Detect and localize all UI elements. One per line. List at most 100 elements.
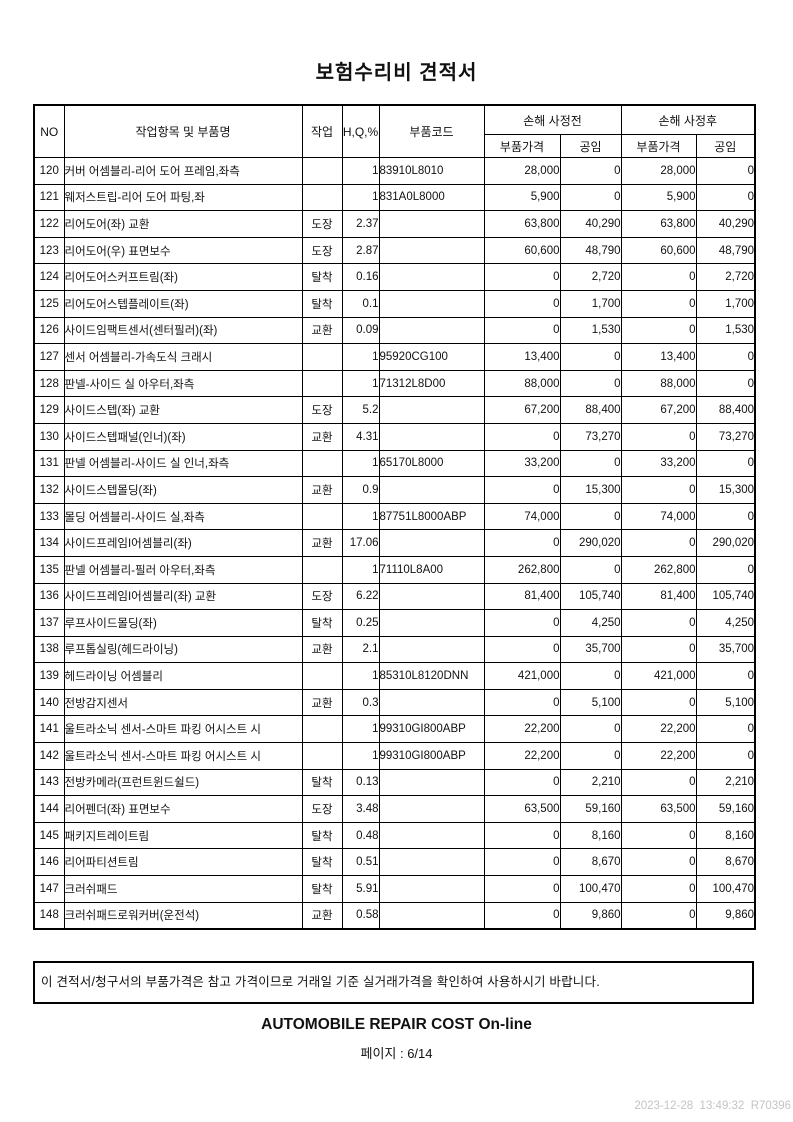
part-price-after-cell: 0 — [620, 289, 697, 318]
labor-after-cell: 100,470 — [695, 875, 756, 903]
col-header-work: 작업 — [301, 104, 343, 158]
col-header-part-code: 부품코드 — [378, 104, 485, 158]
code-cell — [378, 875, 485, 903]
table-row: 129 사이드스텝(좌) 교환 도장 5.2 67,200 88,400 67,200 88,… — [33, 396, 756, 424]
labor-after-cell: 0 — [695, 157, 756, 185]
no-cell: 123 — [33, 236, 65, 265]
labor-after-cell: 35,700 — [695, 635, 756, 664]
item-cell: 리어도어스커프트림(좌) — [63, 263, 303, 291]
labor-after-cell: 40,290 — [695, 210, 756, 238]
code-cell: 87751L8000ABP — [378, 502, 485, 531]
labor-after-cell: 8,670 — [695, 848, 756, 877]
labor-before-cell: 5,100 — [559, 688, 622, 717]
work-cell: 도장 — [301, 582, 343, 611]
hq-cell: 0.58 — [341, 901, 380, 930]
table-row: 128 판넬-사이드 실 아우터,좌측 1 71312L8D00 88,000 0 88,0… — [33, 369, 756, 398]
part-price-before-cell: 63,800 — [483, 210, 561, 238]
hq-cell: 4.31 — [341, 422, 380, 451]
part-price-before-cell: 0 — [483, 289, 561, 318]
col-header-before-assessment: 손해 사정전 — [483, 104, 622, 135]
table-row: 137 루프사이드몰딩(좌) 탈착 0.25 0 4,250 0 4,250 — [33, 609, 756, 637]
code-cell — [378, 263, 485, 291]
work-cell: 도장 — [301, 236, 343, 265]
item-cell: 사이드프레임I어셈블리(좌) — [63, 529, 303, 557]
no-cell: 137 — [33, 609, 65, 637]
work-cell — [301, 343, 343, 371]
work-cell: 교환 — [301, 635, 343, 664]
item-cell: 전방감지센서 — [63, 688, 303, 717]
part-price-after-cell: 0 — [620, 901, 697, 930]
no-cell: 143 — [33, 768, 65, 797]
no-cell: 122 — [33, 210, 65, 238]
table-row: 130 사이드스텝패널(인너)(좌) 교환 4.31 0 73,270 0 73,270 — [33, 422, 756, 451]
code-cell — [378, 236, 485, 265]
code-cell: 95920CG100 — [378, 343, 485, 371]
item-cell: 판넬 어셈블리-필러 아우터,좌측 — [63, 555, 303, 584]
no-cell: 121 — [33, 183, 65, 212]
no-cell: 141 — [33, 715, 65, 744]
code-cell — [378, 901, 485, 930]
labor-before-cell: 40,290 — [559, 210, 622, 238]
work-cell: 교환 — [301, 529, 343, 557]
labor-before-cell: 2,720 — [559, 263, 622, 291]
labor-after-cell: 48,790 — [695, 236, 756, 265]
part-price-before-cell: 0 — [483, 422, 561, 451]
part-price-after-cell: 74,000 — [620, 502, 697, 531]
table-row: 138 루프톱실링(헤드라이닝) 교환 2.1 0 35,700 0 35,700 — [33, 635, 756, 664]
labor-before-cell: 100,470 — [559, 875, 622, 903]
labor-before-cell: 15,300 — [559, 476, 622, 504]
table-row: 131 판넬 어셈블리-사이드 실 인너,좌측 1 65170L8000 33,200 0… — [33, 449, 756, 478]
code-cell — [378, 635, 485, 664]
table-row: 124 리어도어스커프트림(좌) 탈착 0.16 0 2,720 0 2,720 — [33, 263, 756, 291]
table-row: 136 사이드프레임I어셈블리(좌) 교환 도장 6.22 81,400 105,740 8… — [33, 582, 756, 611]
part-price-after-cell: 33,200 — [620, 449, 697, 478]
work-cell: 교환 — [301, 422, 343, 451]
work-cell: 교환 — [301, 476, 343, 504]
code-cell: 71110L8A00 — [378, 555, 485, 584]
table-row: 145 패키지트레이트림 탈착 0.48 0 8,160 0 8,160 — [33, 821, 756, 850]
no-cell: 146 — [33, 848, 65, 877]
part-price-after-cell: 421,000 — [620, 662, 697, 690]
code-cell — [378, 210, 485, 238]
page-number-label: 페이지 : 6/14 — [360, 1046, 433, 1061]
labor-before-cell: 0 — [559, 157, 622, 185]
part-price-before-cell: 28,000 — [483, 157, 561, 185]
part-price-before-cell: 74,000 — [483, 502, 561, 531]
hq-cell: 2.37 — [341, 210, 380, 238]
table-row: 146 리어파티션트림 탈착 0.51 0 8,670 0 8,670 — [33, 848, 756, 877]
code-cell: 831A0L8000 — [378, 183, 485, 212]
part-price-before-cell: 0 — [483, 848, 561, 877]
item-cell: 판넬-사이드 실 아우터,좌측 — [63, 369, 303, 398]
part-price-after-cell: 0 — [620, 635, 697, 664]
hq-cell: 1 — [341, 715, 380, 744]
labor-before-cell: 8,670 — [559, 848, 622, 877]
item-cell: 리어펜더(좌) 표면보수 — [63, 795, 303, 823]
code-cell — [378, 582, 485, 611]
work-cell — [301, 183, 343, 212]
no-cell: 131 — [33, 449, 65, 478]
part-price-before-cell: 0 — [483, 901, 561, 930]
part-price-before-cell: 0 — [483, 263, 561, 291]
code-cell: 71312L8D00 — [378, 369, 485, 398]
item-cell: 사이드스텝패널(인너)(좌) — [63, 422, 303, 451]
no-cell: 135 — [33, 555, 65, 584]
col-header-part-price-after: 부품가격 — [620, 134, 697, 158]
no-cell: 148 — [33, 901, 65, 930]
hq-cell: 2.87 — [341, 236, 380, 265]
part-price-after-cell: 60,600 — [620, 236, 697, 265]
item-cell: 커버 어셈블리-리어 도어 프레임,좌측 — [63, 157, 303, 185]
table-row: 134 사이드프레임I어셈블리(좌) 교환 17.06 0 290,020 0 290,020 — [33, 529, 756, 557]
code-cell — [378, 688, 485, 717]
part-price-after-cell: 81,400 — [620, 582, 697, 611]
code-cell: 65170L8000 — [378, 449, 485, 478]
work-cell — [301, 449, 343, 478]
table-row: 133 몰딩 어셈블리-사이드 실,좌측 1 87751L8000ABP 74,000 0… — [33, 502, 756, 531]
table-row: 142 울트라소닉 센서-스마트 파킹 어시스트 시 1 99310GI800ABP 2… — [33, 742, 756, 770]
hq-cell: 1 — [341, 502, 380, 531]
labor-before-cell: 2,210 — [559, 768, 622, 797]
no-cell: 144 — [33, 795, 65, 823]
no-cell: 125 — [33, 289, 65, 318]
table-row: 123 리어도어(우) 표면보수 도장 2.87 60,600 48,790 60,600 4… — [33, 236, 756, 265]
hq-cell: 1 — [341, 555, 380, 584]
labor-before-cell: 1,700 — [559, 289, 622, 318]
